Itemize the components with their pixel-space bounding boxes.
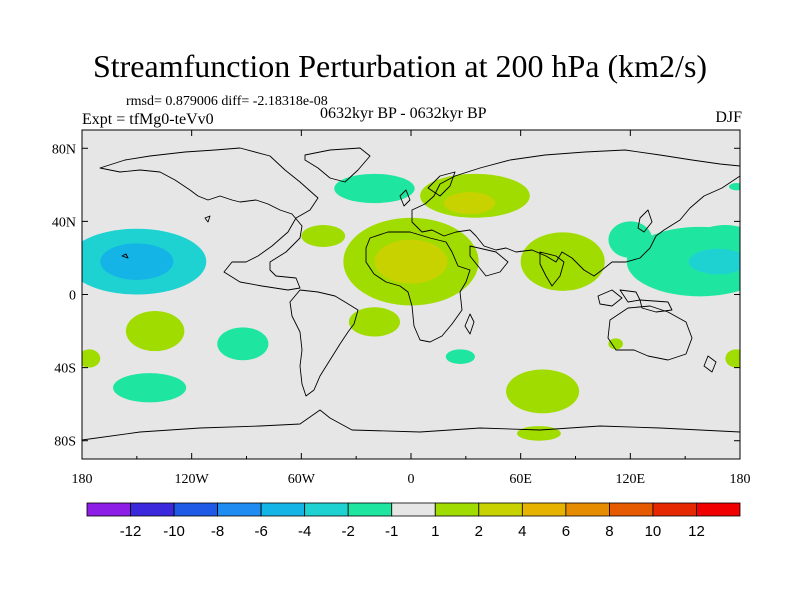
map-axes: 180 120W 60W 0 60E 120E 180 80N 40N 0 40S 80S: [52, 130, 751, 487]
colorbar-label: 1: [431, 523, 439, 540]
colorbar-label: -6: [254, 523, 267, 540]
anomaly-region: [688, 248, 740, 275]
colorbar-label: 4: [518, 523, 526, 540]
colorbar-swatch: [434, 502, 480, 517]
colorbar-label: 10: [645, 523, 662, 540]
y-tick-label: 80S: [54, 435, 76, 450]
anomaly-region: [626, 226, 740, 297]
x-tick-label: 120W: [175, 472, 210, 487]
anomaly-layer: [82, 173, 740, 441]
anomaly-region: [82, 349, 101, 368]
anomaly-region: [125, 310, 185, 352]
anomaly-region: [348, 307, 401, 337]
anomaly-region: [113, 373, 187, 403]
colorbar-swatch: [86, 502, 131, 517]
colorbar-swatch: [130, 502, 175, 517]
anomaly-region: [100, 243, 174, 280]
colorbar-label: 12: [688, 523, 705, 540]
stats-text: rmsd= 0.879006 diff= -2.18318e-08: [126, 94, 328, 109]
anomaly-region: [729, 183, 740, 191]
colorbar-swatch: [304, 502, 349, 517]
colorbar-swatch: [652, 502, 697, 517]
colorbar-label: -2: [342, 523, 355, 540]
y-tick-label: 40S: [54, 362, 76, 377]
y-tick-label: 40N: [52, 215, 76, 230]
anomaly-region: [374, 239, 448, 284]
anomaly-region: [301, 225, 346, 247]
season-label: DJF: [715, 109, 742, 126]
chart-title: Streamfunction Perturbation at 200 hPa (…: [92, 48, 708, 84]
colorbar-swatch: [347, 502, 393, 517]
colorbar-label: 8: [605, 523, 613, 540]
colorbar-swatch: [217, 502, 262, 517]
colorbar-swatch: [391, 502, 436, 517]
colorbar: -12 -10 -8 -6 -4 -2 -1 1 2 4 6 8 10 12: [86, 502, 741, 540]
colorbar-label: -8: [211, 523, 224, 540]
period-label: 0632kyr BP - 0632kyr BP: [320, 105, 487, 122]
colorbar-label: 2: [475, 523, 483, 540]
colorbar-swatch: [521, 502, 567, 517]
colorbar-label: -12: [120, 523, 142, 540]
colorbar-swatch: [609, 502, 654, 517]
anomaly-region: [443, 192, 496, 215]
anomaly-region: [725, 349, 740, 368]
x-tick-label: 0: [408, 472, 415, 487]
anomaly-region: [506, 369, 580, 414]
x-tick-label: 180: [730, 472, 751, 487]
colorbar-swatch: [478, 502, 523, 517]
x-tick-label: 180: [72, 472, 93, 487]
anomaly-region: [520, 232, 605, 291]
colorbar-swatch: [696, 502, 741, 517]
x-tick-label: 60E: [509, 472, 532, 487]
anomaly-region: [217, 327, 269, 361]
colorbar-label: 6: [562, 523, 570, 540]
anomaly-region: [445, 349, 475, 364]
coastlines: [82, 147, 740, 441]
anomaly-region: [608, 338, 624, 350]
x-tick-label: 60W: [288, 472, 316, 487]
x-tick-label: 120E: [616, 472, 646, 487]
colorbar-swatch: [260, 502, 306, 517]
anomaly-region: [517, 426, 561, 441]
anomaly-region: [334, 173, 415, 204]
colorbar-swatch: [173, 502, 218, 517]
y-tick-label: 0: [69, 289, 76, 304]
colorbar-label: -4: [298, 523, 311, 540]
y-tick-label: 80N: [52, 142, 76, 157]
anomaly-region: [703, 225, 740, 240]
experiment-label: Expt = tfMg0-teVv0: [82, 111, 214, 128]
colorbar-label: -1: [385, 523, 398, 540]
colorbar-label: -10: [163, 523, 185, 540]
colorbar-swatch: [565, 502, 610, 517]
